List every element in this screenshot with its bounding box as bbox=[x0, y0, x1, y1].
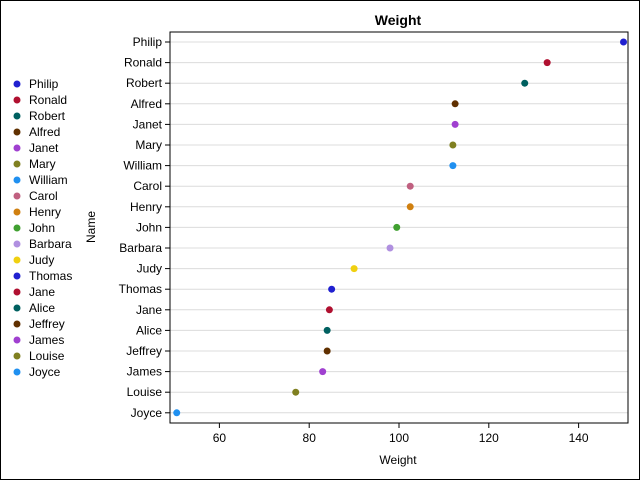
legend-entry-carol: Carol bbox=[29, 189, 58, 203]
y-tick-label-mary: Mary bbox=[135, 138, 162, 152]
legend-marker-judy bbox=[13, 256, 21, 264]
legend-marker-jeffrey bbox=[13, 320, 21, 328]
y-tick-label-william: William bbox=[123, 159, 162, 173]
y-tick-label-judy: Judy bbox=[137, 262, 162, 276]
point-alice bbox=[323, 326, 331, 334]
point-william bbox=[449, 162, 457, 170]
point-joyce bbox=[173, 409, 181, 417]
legend-marker-louise bbox=[13, 352, 21, 360]
point-philip bbox=[620, 38, 628, 46]
legend-marker-john bbox=[13, 224, 21, 232]
point-james bbox=[319, 368, 327, 376]
point-louise bbox=[292, 388, 300, 396]
legend-marker-william bbox=[13, 176, 21, 184]
legend-marker-alfred bbox=[13, 128, 21, 136]
legend-entry-mary: Mary bbox=[29, 157, 56, 171]
legend-marker-janet bbox=[13, 144, 21, 152]
legend-entry-barbara: Barbara bbox=[29, 237, 72, 251]
point-jane bbox=[325, 306, 333, 314]
y-tick-label-joyce: Joyce bbox=[131, 406, 163, 420]
x-tick-label-140: 140 bbox=[569, 431, 589, 445]
legend-entry-william: William bbox=[29, 173, 68, 187]
y-tick-label-alice: Alice bbox=[136, 323, 162, 337]
y-tick-label-jane: Jane bbox=[136, 303, 162, 317]
point-judy bbox=[350, 265, 358, 273]
legend-marker-philip bbox=[13, 80, 21, 88]
point-henry bbox=[406, 203, 414, 211]
y-axis-label: Name bbox=[84, 211, 98, 243]
x-tick-label-80: 80 bbox=[303, 431, 317, 445]
y-tick-label-philip: Philip bbox=[133, 35, 163, 49]
x-axis-label: Weight bbox=[379, 453, 417, 467]
legend-entry-janet: Janet bbox=[29, 141, 59, 155]
point-robert bbox=[521, 79, 529, 87]
x-tick-label-120: 120 bbox=[479, 431, 499, 445]
legend-entry-judy: Judy bbox=[29, 253, 54, 267]
legend-marker-ronald bbox=[13, 96, 21, 104]
y-tick-label-ronald: Ronald bbox=[124, 56, 162, 70]
point-alfred bbox=[451, 100, 459, 108]
point-jeffrey bbox=[323, 347, 331, 355]
legend-marker-james bbox=[13, 336, 21, 344]
y-tick-label-henry: Henry bbox=[130, 200, 162, 214]
point-janet bbox=[451, 120, 459, 128]
y-tick-label-john: John bbox=[136, 220, 162, 234]
legend-entry-louise: Louise bbox=[29, 349, 65, 363]
legend-marker-joyce bbox=[13, 368, 21, 376]
point-ronald bbox=[543, 59, 551, 67]
legend-entry-robert: Robert bbox=[29, 109, 66, 123]
point-carol bbox=[406, 182, 414, 190]
x-axis-ticks: 60 80 100 120 140 bbox=[213, 423, 589, 445]
legend-entry-john: John bbox=[29, 221, 55, 235]
y-tick-label-james: James bbox=[127, 365, 162, 379]
point-barbara bbox=[386, 244, 394, 252]
y-axis-ticks: Philip Ronald Robert Alfred Janet Mary William… bbox=[119, 35, 170, 420]
legend: Philip Ronald Robert Alfred Janet Mary William… bbox=[13, 77, 72, 379]
point-mary bbox=[449, 141, 457, 149]
y-tick-label-carol: Carol bbox=[133, 179, 162, 193]
legend-entry-ronald: Ronald bbox=[29, 93, 67, 107]
y-tick-label-jeffrey: Jeffrey bbox=[126, 344, 162, 358]
legend-marker-jane bbox=[13, 288, 21, 296]
legend-marker-carol bbox=[13, 192, 21, 200]
y-tick-label-alfred: Alfred bbox=[131, 97, 162, 111]
legend-entry-philip: Philip bbox=[29, 77, 59, 91]
x-tick-label-100: 100 bbox=[389, 431, 409, 445]
legend-entry-henry: Henry bbox=[29, 205, 61, 219]
chart-title: Weight bbox=[375, 12, 422, 28]
legend-entry-joyce: Joyce bbox=[29, 365, 61, 379]
y-tick-label-robert: Robert bbox=[126, 76, 163, 90]
data-points bbox=[173, 38, 628, 417]
legend-marker-thomas bbox=[13, 272, 21, 280]
legend-entry-alice: Alice bbox=[29, 301, 55, 315]
y-tick-label-thomas: Thomas bbox=[119, 282, 162, 296]
legend-entry-alfred: Alfred bbox=[29, 125, 60, 139]
point-thomas bbox=[328, 285, 336, 293]
legend-entry-thomas: Thomas bbox=[29, 269, 72, 283]
legend-marker-henry bbox=[13, 208, 21, 216]
point-john bbox=[393, 223, 401, 231]
legend-entry-jeffrey: Jeffrey bbox=[29, 317, 65, 331]
y-tick-label-janet: Janet bbox=[133, 117, 163, 131]
legend-marker-robert bbox=[13, 112, 21, 120]
y-tick-label-louise: Louise bbox=[127, 385, 163, 399]
x-tick-label-60: 60 bbox=[213, 431, 227, 445]
legend-entry-james: James bbox=[29, 333, 64, 347]
legend-marker-alice bbox=[13, 304, 21, 312]
legend-entry-jane: Jane bbox=[29, 285, 55, 299]
y-tick-label-barbara: Barbara bbox=[119, 241, 162, 255]
legend-marker-barbara bbox=[13, 240, 21, 248]
legend-marker-mary bbox=[13, 160, 21, 168]
